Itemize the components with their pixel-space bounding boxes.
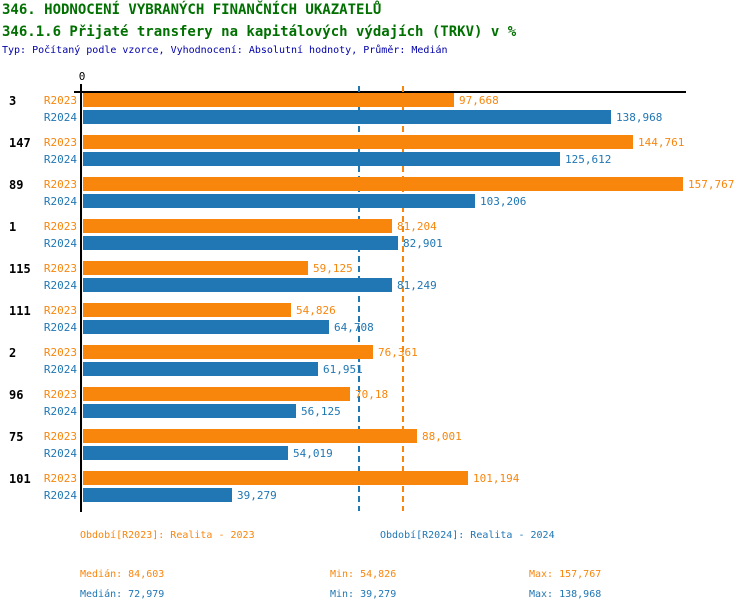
legend-r2023: Období[R2023]: Realita - 2023 bbox=[80, 530, 255, 541]
bar-r2023 bbox=[83, 387, 350, 401]
series-label-r2024: R2024 bbox=[43, 237, 77, 250]
bar-r2024 bbox=[83, 194, 475, 208]
series-label-r2023: R2023 bbox=[43, 136, 77, 149]
legend-r2024: Období[R2024]: Realita - 2024 bbox=[380, 530, 555, 541]
stat-max-r2024: Max: 138,968 bbox=[529, 589, 602, 600]
bar-r2024 bbox=[83, 404, 296, 418]
bar-r2024 bbox=[83, 446, 288, 460]
series-label-r2023: R2023 bbox=[43, 346, 77, 359]
bar-value-label: 81,249 bbox=[397, 279, 437, 292]
series-label-r2024: R2024 bbox=[43, 279, 77, 292]
series-label-r2024: R2024 bbox=[43, 195, 77, 208]
bar-r2024 bbox=[83, 152, 560, 166]
category-label: 96 bbox=[9, 388, 24, 402]
report-title: 346. HODNOCENÍ VYBRANÝCH FINANČNÍCH UKAZ… bbox=[2, 2, 382, 18]
bar-r2024 bbox=[83, 488, 232, 502]
bar-r2023 bbox=[83, 429, 417, 443]
series-label-r2024: R2024 bbox=[43, 447, 77, 460]
bar-value-label: 125,612 bbox=[565, 153, 612, 166]
bar-r2024 bbox=[83, 362, 318, 376]
bar-r2023 bbox=[83, 471, 468, 485]
category-label: 1 bbox=[9, 220, 17, 234]
stat-min-r2024: Min: 39,279 bbox=[330, 589, 397, 600]
bar-value-label: 97,668 bbox=[459, 94, 499, 107]
median-line-r2023 bbox=[402, 86, 404, 511]
series-label-r2023: R2023 bbox=[43, 472, 77, 485]
category-label: 75 bbox=[9, 430, 24, 444]
bar-r2023 bbox=[83, 177, 683, 191]
category-label: 111 bbox=[9, 304, 31, 318]
y-axis-line bbox=[80, 84, 82, 512]
category-label: 89 bbox=[9, 178, 24, 192]
stat-max-r2023: Max: 157,767 bbox=[529, 569, 602, 580]
series-label-r2023: R2023 bbox=[43, 178, 77, 191]
category-label: 115 bbox=[9, 262, 31, 276]
bar-r2024 bbox=[83, 236, 398, 250]
bar-value-label: 56,125 bbox=[301, 405, 341, 418]
bar-value-label: 88,001 bbox=[422, 430, 462, 443]
bar-r2024 bbox=[83, 278, 392, 292]
stat-min-r2023: Min: 54,826 bbox=[330, 569, 397, 580]
bar-r2024 bbox=[83, 110, 611, 124]
series-label-r2023: R2023 bbox=[43, 430, 77, 443]
series-label-r2023: R2023 bbox=[43, 220, 77, 233]
bar-value-label: 144,761 bbox=[638, 136, 685, 149]
bar-value-label: 81,204 bbox=[397, 220, 437, 233]
bar-value-label: 70,18 bbox=[355, 388, 389, 401]
bar-r2023 bbox=[83, 219, 392, 233]
bar-value-label: 59,125 bbox=[313, 262, 353, 275]
indicator-subtitle: 346.1.6 Přijaté transfery na kapitálovýc… bbox=[2, 24, 517, 40]
indicator-meta-line: Typ: Počítaný podle vzorce, Vyhodnocení:… bbox=[2, 45, 448, 56]
bar-value-label: 101,194 bbox=[473, 472, 520, 485]
bar-value-label: 61,951 bbox=[323, 363, 363, 376]
series-label-r2024: R2024 bbox=[43, 489, 77, 502]
bar-value-label: 157,767 bbox=[688, 178, 735, 191]
median-line-r2024 bbox=[358, 86, 360, 511]
bar-value-label: 54,019 bbox=[293, 447, 333, 460]
bar-r2024 bbox=[83, 320, 329, 334]
stat-median-r2023: Medián: 84,603 bbox=[80, 569, 165, 580]
bar-value-label: 138,968 bbox=[616, 111, 663, 124]
bar-r2023 bbox=[83, 345, 373, 359]
x-axis-zero-label: 0 bbox=[78, 70, 86, 83]
series-label-r2023: R2023 bbox=[43, 262, 77, 275]
bar-value-label: 64,708 bbox=[334, 321, 374, 334]
series-label-r2024: R2024 bbox=[43, 363, 77, 376]
bar-value-label: 82,901 bbox=[403, 237, 443, 250]
category-label: 3 bbox=[9, 94, 17, 108]
series-label-r2024: R2024 bbox=[43, 153, 77, 166]
bar-value-label: 39,279 bbox=[237, 489, 277, 502]
category-label: 147 bbox=[9, 136, 31, 150]
bar-value-label: 54,826 bbox=[296, 304, 336, 317]
series-label-r2024: R2024 bbox=[43, 321, 77, 334]
series-label-r2023: R2023 bbox=[43, 304, 77, 317]
stat-median-r2024: Medián: 72,979 bbox=[80, 589, 165, 600]
bar-value-label: 76,361 bbox=[378, 346, 418, 359]
series-label-r2024: R2024 bbox=[43, 405, 77, 418]
bar-r2023 bbox=[83, 261, 308, 275]
bar-r2023 bbox=[83, 135, 633, 149]
series-label-r2024: R2024 bbox=[43, 111, 77, 124]
category-label: 2 bbox=[9, 346, 17, 360]
bar-value-label: 103,206 bbox=[480, 195, 527, 208]
bar-r2023 bbox=[83, 303, 291, 317]
x-axis-line bbox=[74, 91, 686, 93]
bar-r2023 bbox=[83, 93, 454, 107]
category-label: 101 bbox=[9, 472, 31, 486]
series-label-r2023: R2023 bbox=[43, 94, 77, 107]
series-label-r2023: R2023 bbox=[43, 388, 77, 401]
